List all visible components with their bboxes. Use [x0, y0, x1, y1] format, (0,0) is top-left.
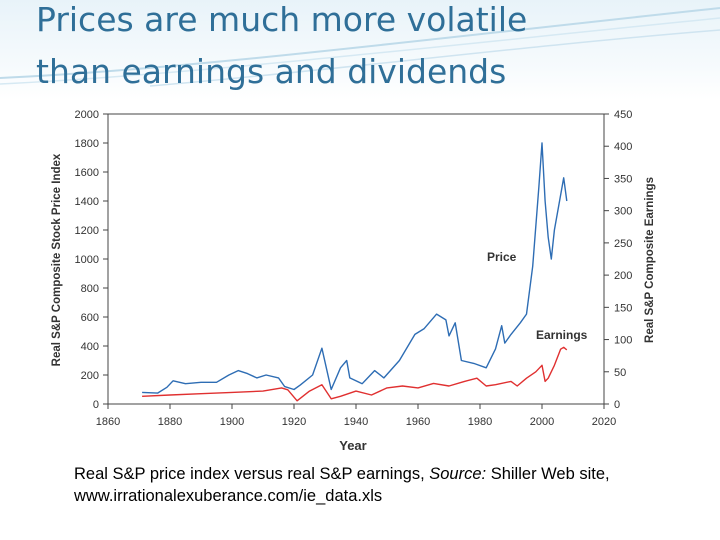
y-right-tick-label: 200 — [614, 270, 632, 282]
price-annotation: Price — [487, 250, 517, 264]
y-right-tick-label: 150 — [614, 302, 632, 314]
caption-text-2: Shiller Web site, www.irrationalexuberan… — [74, 465, 610, 505]
x-tick-label: 1940 — [344, 416, 368, 428]
price-series-line — [142, 142, 568, 394]
y-right-tick-label: 100 — [614, 335, 632, 347]
y-left-tick-label: 2000 — [75, 109, 99, 121]
plot-frame — [107, 113, 605, 405]
y-left-tick-label: 200 — [81, 370, 99, 382]
earnings-annotation: Earnings — [536, 328, 588, 342]
y-right-tick-label: 0 — [614, 399, 620, 411]
y-right-tick-label: 350 — [614, 173, 632, 185]
y-left-tick-label: 1400 — [75, 196, 99, 208]
y-right-tick-label: 50 — [614, 367, 626, 379]
x-tick-label: 1980 — [468, 416, 492, 428]
x-axis-label: Year — [339, 438, 366, 453]
title-line-1: Prices are much more volatile — [36, 0, 528, 39]
x-tick-label: 1860 — [96, 416, 120, 428]
y-left-axis-label: Real S&P Composite Stock Price Index — [51, 153, 63, 366]
y-left-tick-label: 400 — [81, 341, 99, 353]
y-left-tick-label: 0 — [93, 399, 99, 411]
earnings-series-line — [142, 346, 568, 402]
y-left-tick-label: 1600 — [75, 167, 99, 179]
x-tick-label: 1900 — [220, 416, 244, 428]
caption-source-label: Source: — [429, 465, 487, 483]
y-left-tick-label: 800 — [81, 283, 99, 295]
y-right-axis-label: Real S&P Composite Earnings — [644, 177, 656, 343]
chart: 0 200 400 600 800 1000 1200 1400 1600 1800 2000 0 5… — [51, 109, 656, 453]
y-right-tick-label: 450 — [614, 109, 632, 121]
x-tick-label: 1880 — [158, 416, 182, 428]
chart-container: 0 200 400 600 800 1000 1200 1400 1600 1800 2000 0 5… — [46, 102, 660, 454]
y-left-tick-label: 1800 — [75, 138, 99, 150]
title-line-2: than earnings and dividends — [36, 52, 507, 91]
y-right-tick-label: 400 — [614, 141, 632, 153]
y-right-tick-label: 300 — [614, 206, 632, 218]
x-tick-label: 2020 — [592, 416, 616, 428]
x-tick-label: 2000 — [530, 416, 554, 428]
title-background — [0, 0, 720, 100]
decorative-swoosh — [0, 7, 720, 87]
x-tick-label: 1960 — [406, 416, 430, 428]
y-right-tick-label: 250 — [614, 238, 632, 250]
caption-text-1: Real S&P price index versus real S&P ear… — [74, 465, 430, 483]
x-tick-label: 1920 — [282, 416, 306, 428]
figure-caption: Real S&P price index versus real S&P ear… — [74, 463, 634, 507]
y-left-tick-label: 600 — [81, 312, 99, 324]
slide-title: Prices are much more volatile than earni… — [36, 0, 696, 98]
y-left-tick-label: 1200 — [75, 225, 99, 237]
y-left-tick-label: 1000 — [75, 254, 99, 266]
